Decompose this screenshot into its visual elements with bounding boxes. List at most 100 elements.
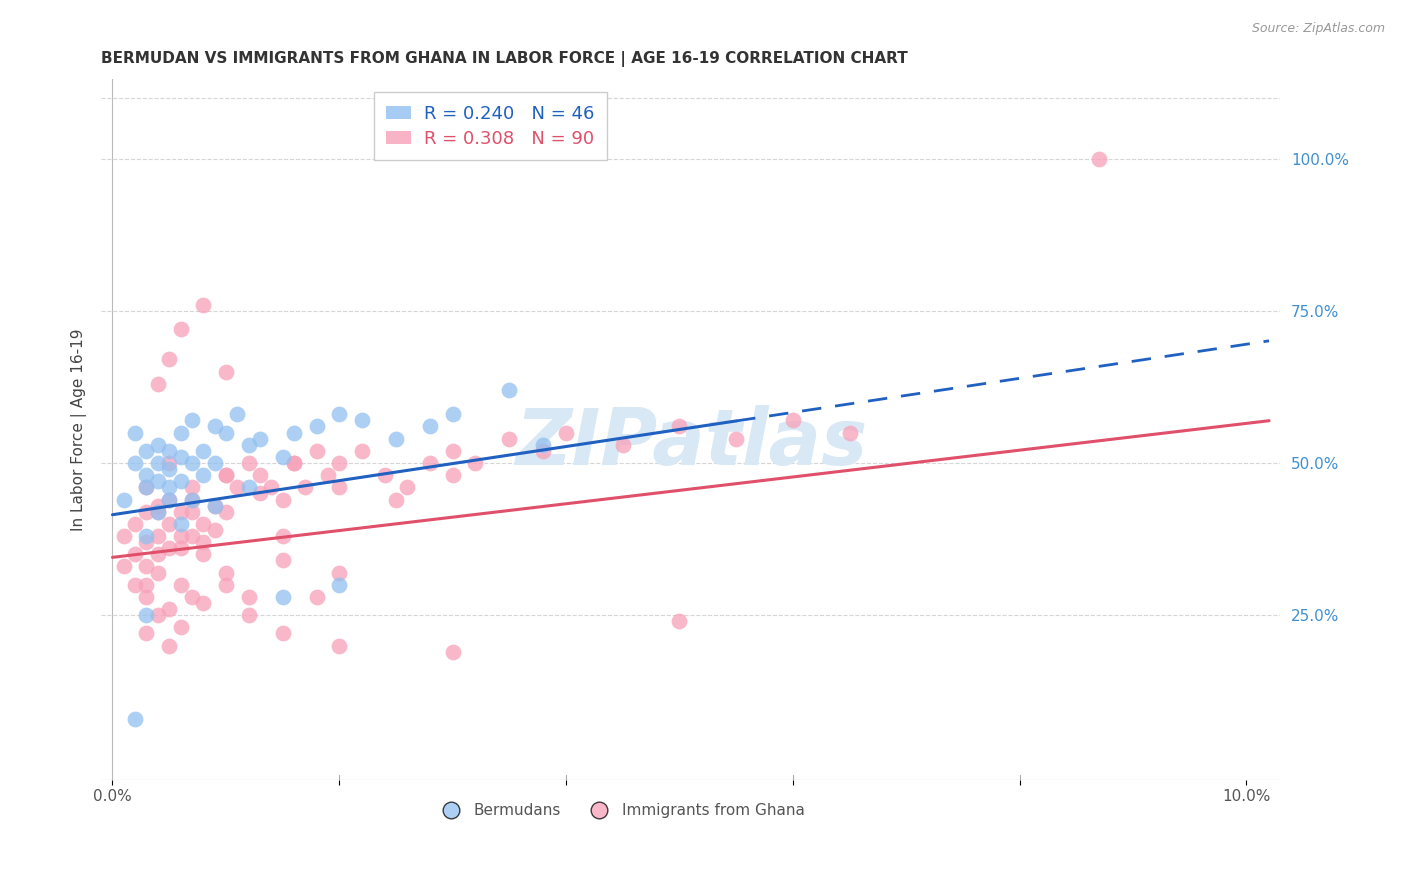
Point	[441, 443, 464, 458]
Point	[238, 480, 260, 494]
Point	[328, 480, 350, 494]
Point	[180, 492, 202, 507]
Point	[193, 547, 215, 561]
Point	[498, 432, 520, 446]
Point	[271, 492, 294, 507]
Point	[238, 438, 260, 452]
Point	[838, 425, 860, 440]
Point	[328, 566, 350, 580]
Point	[157, 492, 180, 507]
Point	[146, 376, 169, 391]
Point	[396, 480, 419, 494]
Point	[215, 365, 238, 379]
Point	[169, 516, 191, 531]
Point	[328, 456, 350, 470]
Point	[204, 419, 226, 434]
Point	[441, 407, 464, 421]
Point	[157, 516, 180, 531]
Point	[112, 529, 135, 543]
Point	[204, 456, 226, 470]
Point	[157, 480, 180, 494]
Point	[350, 413, 373, 427]
Point	[204, 499, 226, 513]
Point	[555, 425, 578, 440]
Point	[112, 559, 135, 574]
Point	[180, 590, 202, 604]
Point	[169, 529, 191, 543]
Y-axis label: In Labor Force | Age 16-19: In Labor Force | Age 16-19	[72, 328, 87, 531]
Point	[215, 566, 238, 580]
Point	[305, 590, 328, 604]
Point	[271, 626, 294, 640]
Point	[169, 620, 191, 634]
Point	[135, 468, 157, 483]
Point	[249, 486, 271, 500]
Point	[374, 468, 396, 483]
Point	[135, 559, 157, 574]
Point	[169, 505, 191, 519]
Point	[328, 639, 350, 653]
Point	[271, 529, 294, 543]
Point	[169, 541, 191, 556]
Point	[135, 608, 157, 623]
Point	[157, 639, 180, 653]
Point	[157, 492, 180, 507]
Point	[238, 456, 260, 470]
Point	[180, 413, 202, 427]
Point	[249, 432, 271, 446]
Text: ZIPatlas: ZIPatlas	[515, 406, 868, 482]
Point	[328, 407, 350, 421]
Point	[215, 578, 238, 592]
Point	[668, 615, 690, 629]
Point	[135, 578, 157, 592]
Point	[283, 456, 305, 470]
Point	[215, 468, 238, 483]
Point	[124, 425, 146, 440]
Point	[283, 425, 305, 440]
Point	[193, 298, 215, 312]
Point	[204, 499, 226, 513]
Point	[316, 468, 339, 483]
Point	[419, 419, 441, 434]
Point	[498, 383, 520, 397]
Point	[226, 480, 249, 494]
Point	[146, 505, 169, 519]
Point	[169, 450, 191, 464]
Point	[441, 645, 464, 659]
Point	[180, 505, 202, 519]
Point	[157, 456, 180, 470]
Point	[180, 456, 202, 470]
Point	[169, 578, 191, 592]
Point	[124, 516, 146, 531]
Point	[146, 608, 169, 623]
Point	[305, 419, 328, 434]
Point	[135, 535, 157, 549]
Point	[135, 480, 157, 494]
Point	[135, 443, 157, 458]
Point	[531, 438, 554, 452]
Point	[668, 419, 690, 434]
Point	[112, 492, 135, 507]
Text: Source: ZipAtlas.com: Source: ZipAtlas.com	[1251, 22, 1385, 36]
Point	[146, 566, 169, 580]
Point	[135, 480, 157, 494]
Point	[157, 462, 180, 476]
Point	[146, 456, 169, 470]
Point	[531, 443, 554, 458]
Point	[124, 456, 146, 470]
Point	[169, 425, 191, 440]
Point	[193, 516, 215, 531]
Point	[193, 535, 215, 549]
Point	[283, 456, 305, 470]
Text: BERMUDAN VS IMMIGRANTS FROM GHANA IN LABOR FORCE | AGE 16-19 CORRELATION CHART: BERMUDAN VS IMMIGRANTS FROM GHANA IN LAB…	[101, 51, 908, 67]
Point	[215, 425, 238, 440]
Point	[385, 492, 408, 507]
Point	[146, 547, 169, 561]
Point	[249, 468, 271, 483]
Point	[180, 492, 202, 507]
Point	[238, 608, 260, 623]
Point	[271, 450, 294, 464]
Point	[135, 529, 157, 543]
Point	[725, 432, 748, 446]
Point	[180, 529, 202, 543]
